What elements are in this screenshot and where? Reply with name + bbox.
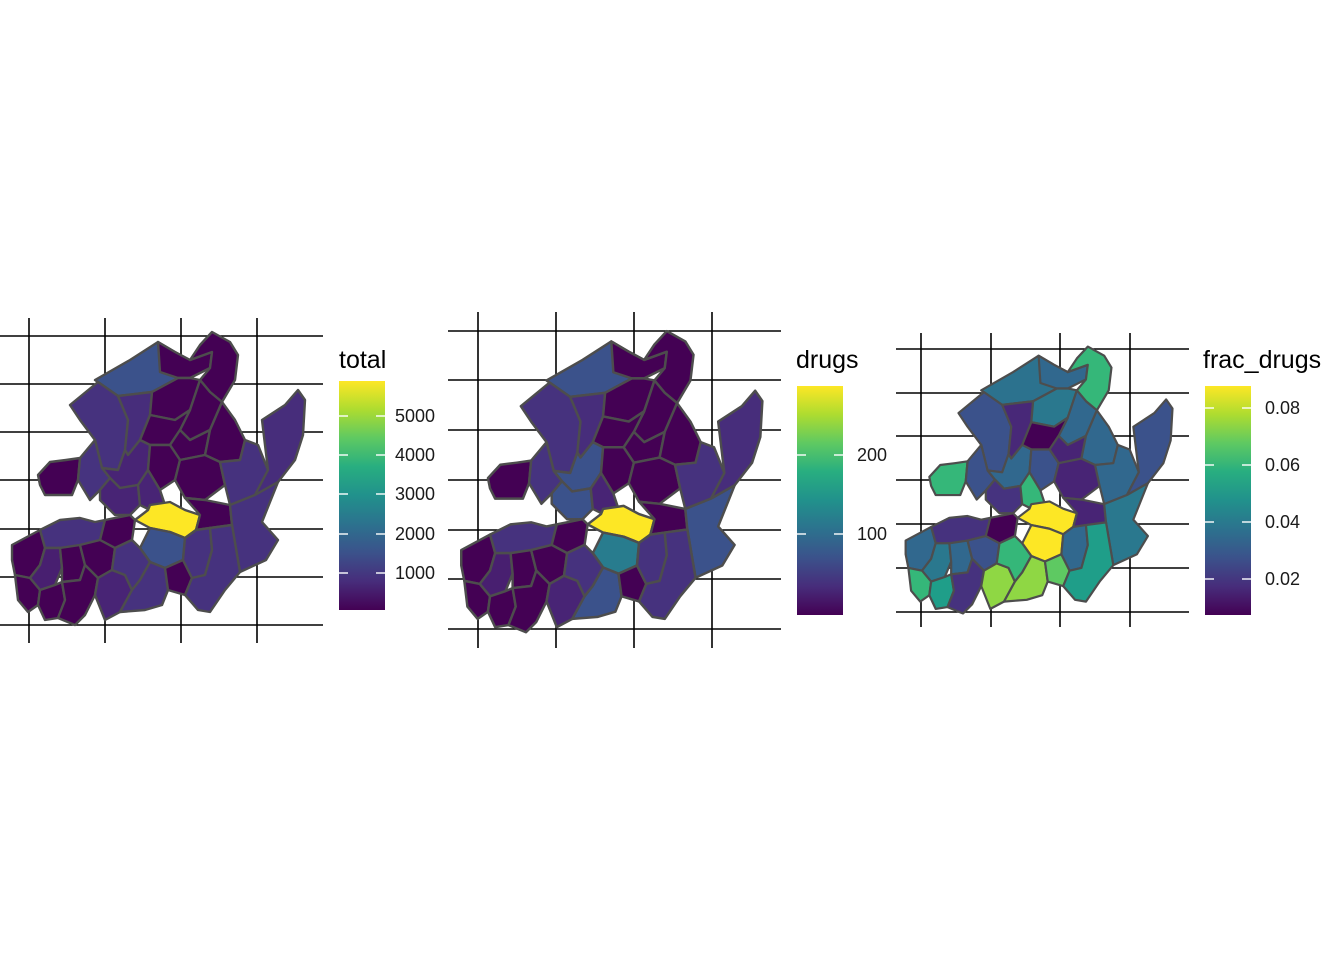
legend-frac-drugs: frac_drugs 0.02 0.04 0.06 0.08 xyxy=(1203,346,1321,615)
legend-tick-label: 100 xyxy=(857,524,887,544)
map-panel-drugs xyxy=(448,312,781,648)
map-panel-frac-drugs xyxy=(896,333,1189,627)
neighborhood-region xyxy=(709,389,764,500)
neighborhood-region xyxy=(253,388,307,497)
neighborhood-region xyxy=(1125,398,1174,497)
legend-tick-label: 5000 xyxy=(395,406,435,426)
city-regions xyxy=(904,345,1174,615)
neighborhood-region xyxy=(946,557,986,615)
legend-tick-label: 0.06 xyxy=(1265,455,1300,475)
legend-tick-label: 1000 xyxy=(395,563,435,583)
legend-tick-label: 3000 xyxy=(395,484,435,504)
neighborhood-region xyxy=(1066,345,1113,412)
legend-tick-label: 0.04 xyxy=(1265,512,1300,532)
legend-tick-label: 0.02 xyxy=(1265,569,1300,589)
legend-tick-label: 200 xyxy=(857,445,887,465)
map-panel-total xyxy=(0,318,323,643)
neighborhood-region xyxy=(627,456,682,506)
neighborhood-region xyxy=(642,329,695,405)
legend-title: frac_drugs xyxy=(1203,346,1321,374)
legend-tick-label: 4000 xyxy=(395,445,435,465)
neighborhood-region xyxy=(188,330,240,404)
neighborhood-region xyxy=(173,453,227,502)
city-regions xyxy=(10,330,307,627)
city-regions xyxy=(460,329,764,634)
legend-total: total 1000 2000 3000 4000 5000 xyxy=(339,346,435,610)
neighborhood-region xyxy=(183,523,242,614)
neighborhood-region xyxy=(637,528,697,621)
legend-tick-label: 2000 xyxy=(395,524,435,544)
legend-title: total xyxy=(339,346,386,374)
neighborhood-region xyxy=(56,563,100,627)
neighborhood-region xyxy=(928,460,969,497)
colorbar xyxy=(797,386,843,615)
neighborhood-region xyxy=(36,456,82,497)
neighborhood-region xyxy=(1052,457,1101,501)
colorbar xyxy=(1205,386,1251,615)
legend-tick-label: 0.08 xyxy=(1265,398,1300,418)
neighborhood-region xyxy=(486,459,533,500)
neighborhood-region xyxy=(1062,521,1115,603)
neighborhood-region xyxy=(507,569,551,634)
legend-title: drugs xyxy=(796,346,859,374)
legend-drugs: drugs 100 200 xyxy=(796,346,887,615)
colorbar xyxy=(339,381,385,610)
